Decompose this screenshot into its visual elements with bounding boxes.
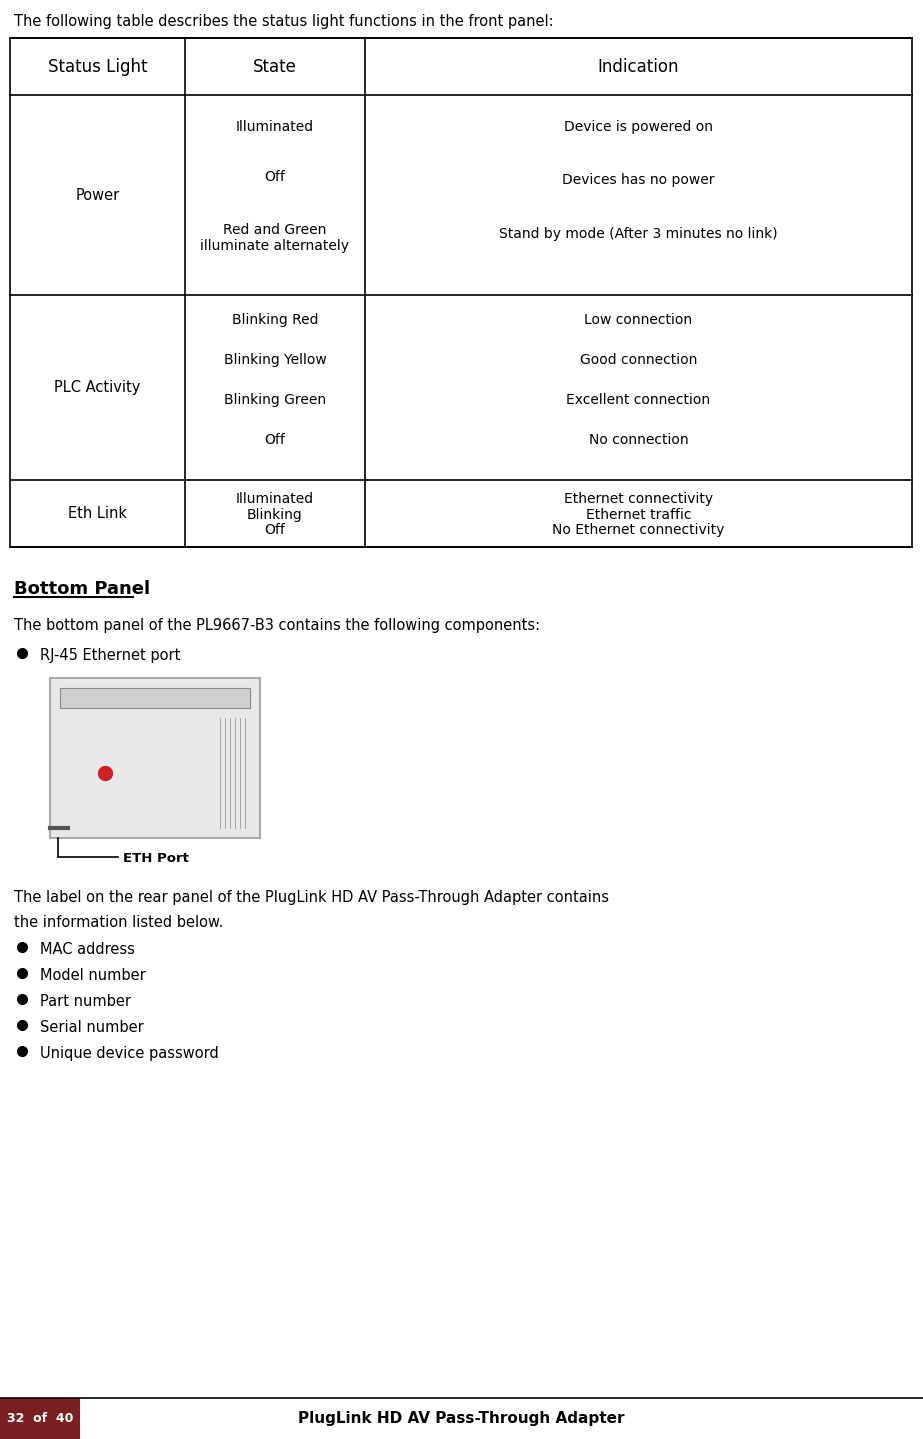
Text: No Ethernet connectivity: No Ethernet connectivity xyxy=(552,524,725,537)
Text: Device is powered on: Device is powered on xyxy=(564,119,713,134)
Text: Unique device password: Unique device password xyxy=(40,1046,219,1061)
Text: Devices has no power: Devices has no power xyxy=(562,173,714,187)
Text: The bottom panel of the PL9667-B3 contains the following components:: The bottom panel of the PL9667-B3 contai… xyxy=(14,617,540,633)
Text: Indication: Indication xyxy=(598,58,679,75)
Text: Off: Off xyxy=(265,433,285,448)
Text: Blinking Green: Blinking Green xyxy=(224,393,326,407)
Text: Bottom Panel: Bottom Panel xyxy=(14,580,150,599)
Text: RJ-45 Ethernet port: RJ-45 Ethernet port xyxy=(40,648,180,663)
Text: MAC address: MAC address xyxy=(40,943,135,957)
Text: PLC Activity: PLC Activity xyxy=(54,380,140,394)
Text: Eth Link: Eth Link xyxy=(68,507,127,521)
Text: Status Light: Status Light xyxy=(48,58,148,75)
Bar xyxy=(60,688,250,708)
Text: Blinking Red: Blinking Red xyxy=(232,314,318,327)
Text: Ethernet connectivity: Ethernet connectivity xyxy=(564,492,713,507)
Text: Model number: Model number xyxy=(40,968,146,983)
Text: Serial number: Serial number xyxy=(40,1020,144,1035)
Bar xyxy=(10,37,912,547)
Text: Off: Off xyxy=(265,524,285,537)
Text: Off: Off xyxy=(265,170,285,184)
Text: Ethernet traffic: Ethernet traffic xyxy=(586,508,691,522)
Text: Part number: Part number xyxy=(40,994,131,1009)
Text: Illuminated: Illuminated xyxy=(236,492,314,507)
Text: The following table describes the status light functions in the front panel:: The following table describes the status… xyxy=(14,14,554,29)
Text: Red and Green
illuminate alternately: Red and Green illuminate alternately xyxy=(200,223,350,253)
Text: ETH Port: ETH Port xyxy=(123,852,189,865)
Text: Illuminated: Illuminated xyxy=(236,119,314,134)
Text: Low connection: Low connection xyxy=(584,314,692,327)
Text: PlugLink HD AV Pass-Through Adapter: PlugLink HD AV Pass-Through Adapter xyxy=(298,1412,625,1426)
Bar xyxy=(50,678,260,837)
Bar xyxy=(0,1399,80,1439)
Text: Good connection: Good connection xyxy=(580,353,697,367)
Text: Blinking Yellow: Blinking Yellow xyxy=(223,353,327,367)
Text: Stand by mode (After 3 minutes no link): Stand by mode (After 3 minutes no link) xyxy=(499,227,778,240)
Text: Excellent connection: Excellent connection xyxy=(567,393,711,407)
Text: 32  of  40: 32 of 40 xyxy=(6,1412,73,1425)
Text: The label on the rear panel of the PlugLink HD AV Pass-Through Adapter contains: The label on the rear panel of the PlugL… xyxy=(14,889,609,905)
Text: the information listed below.: the information listed below. xyxy=(14,915,223,930)
Text: State: State xyxy=(253,58,297,75)
Text: Power: Power xyxy=(76,187,120,203)
Text: Blinking: Blinking xyxy=(247,508,303,522)
Text: No connection: No connection xyxy=(589,433,689,448)
